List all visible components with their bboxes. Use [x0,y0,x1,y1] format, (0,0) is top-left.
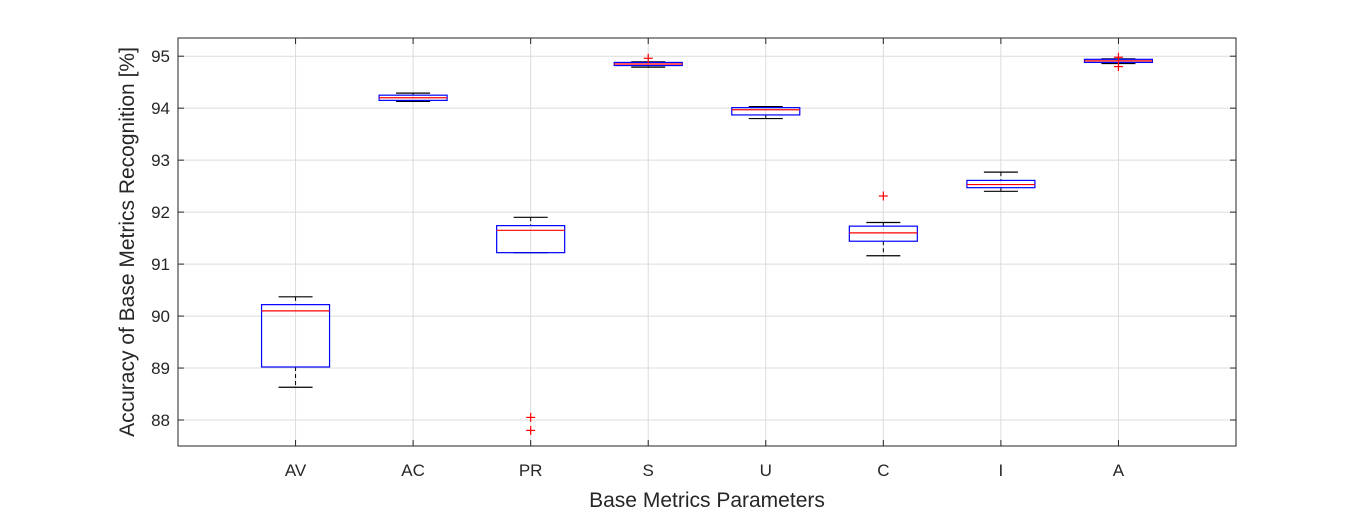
box-pr [496,216,566,435]
outlier-marker [643,53,653,63]
plot-background [178,38,1236,446]
x-tick-label: AV [285,461,307,480]
y-tick-label: 90 [151,307,170,326]
box-a [1083,52,1154,72]
y-tick-label: 95 [151,47,170,66]
box-ac [378,92,448,103]
y-tick-label: 94 [151,99,170,118]
x-tick-label: AC [401,461,425,480]
y-tick-label: 93 [151,151,170,170]
y-tick-label: 91 [151,255,170,274]
outlier-marker [1113,62,1123,72]
outlier-marker [526,425,536,435]
box-iqr [260,304,331,368]
outlier-marker [1113,52,1123,62]
box-iqr [848,225,918,242]
y-axis-label: Accuracy of Base Metrics Recognition [%] [116,47,139,437]
box-s [613,53,683,68]
box-u [731,106,801,120]
outlier-marker [526,412,536,422]
box-iqr [496,225,566,254]
x-tick-label: I [999,461,1004,480]
y-tick-label: 88 [151,411,170,430]
outlier-marker [878,191,888,201]
box-i [966,171,1036,192]
box-c [848,191,918,257]
x-tick-label: C [877,461,889,480]
x-tick-label: A [1113,461,1125,480]
box-series [260,52,1154,435]
x-tick-label: PR [519,461,543,480]
y-tick-label: 89 [151,359,170,378]
axes: 88 89 90 91 92 93 94 95 AV AC PR S U C I A [151,38,1236,480]
x-axis-label: Base Metrics Parameters [589,489,825,512]
x-tick-label: U [760,461,772,480]
y-tick-label: 92 [151,203,170,222]
plot-frame [177,37,1237,447]
box-iqr [731,107,801,116]
box-av [260,296,331,388]
x-tick-label: S [643,461,654,480]
